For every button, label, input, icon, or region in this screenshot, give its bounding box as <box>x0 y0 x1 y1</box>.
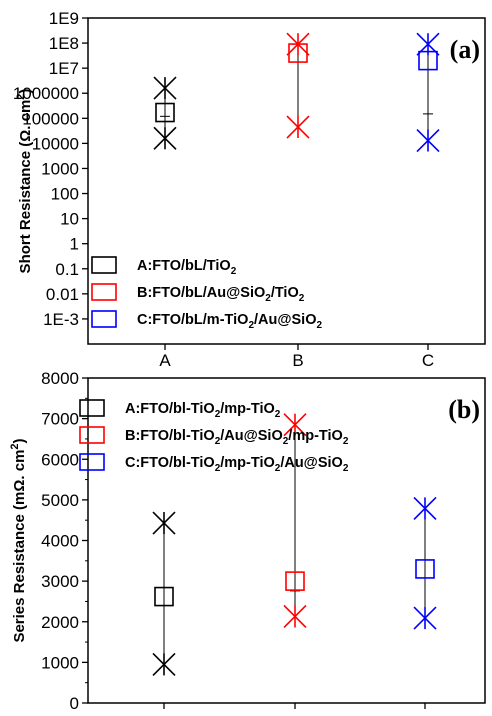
y-tick-label: 1000 <box>41 159 79 178</box>
series-C <box>416 32 440 153</box>
series-A <box>153 76 177 150</box>
y-axis-label: Short Resistance (Ω. cm2) <box>15 89 34 274</box>
y-tick-label: 1E-3 <box>43 310 79 329</box>
plot-frame <box>87 17 486 345</box>
legend-label: A:FTO/bl-TiO2/mp-TiO2 <box>125 401 281 420</box>
y-tick-label: 1 <box>70 235 79 254</box>
legend-label: B:FTO/bl-TiO2/Au@SiO2/mp-TiO2 <box>125 428 349 447</box>
mean-marker <box>415 559 435 579</box>
legend-swatch <box>91 256 117 274</box>
legend-item-C: C:FTO/bl-TiO2/mp-TiO2/Au@SiO2 <box>79 453 349 474</box>
y-tick-label: 100000 <box>22 109 79 128</box>
y-tick-label: 1000 <box>41 653 79 672</box>
legend-swatch <box>91 283 117 301</box>
mean-marker <box>418 50 438 71</box>
x-tick-label: A <box>159 351 171 370</box>
y-tick-label: 10000 <box>32 134 79 153</box>
legend-label: B:FTO/bL/Au@SiO2/TiO2 <box>137 285 305 304</box>
legend-swatch <box>79 399 105 417</box>
mean-marker <box>285 571 305 591</box>
y-tick-label: 1E9 <box>49 9 79 28</box>
y-tick-label: 3000 <box>41 572 79 591</box>
y-axis-label: Series Resistance (mΩ. cm2) <box>9 438 28 642</box>
y-tick-label: 1E8 <box>49 34 79 53</box>
y-tick-label: 5000 <box>41 491 79 510</box>
legend-item-B: B:FTO/bl-TiO2/Au@SiO2/mp-TiO2 <box>79 426 349 447</box>
chart-panel-b: 0 1000 2000 3000 4000 5000 6000 7000 8000 Series … <box>9 369 486 713</box>
legend-swatch <box>91 310 117 328</box>
x-tick-label: C <box>422 351 434 370</box>
panel-label: (a) <box>450 35 480 64</box>
y-tick-label: 8000 <box>41 369 79 388</box>
legend-item-A: A:FTO/bL/TiO2 <box>91 256 237 277</box>
mean-marker <box>155 102 175 123</box>
legend-swatch <box>79 426 105 444</box>
legend-item-C: C:FTO/bL/m-TiO2/Au@SiO2 <box>91 310 322 331</box>
legend-item-A: A:FTO/bl-TiO2/mp-TiO2 <box>79 399 281 420</box>
y-tick-label: 7000 <box>41 410 79 429</box>
y-tick-label: 0 <box>70 694 79 711</box>
legend-label: A:FTO/bL/TiO2 <box>137 258 237 277</box>
y-tick-label: 1000000 <box>13 84 79 103</box>
panel-label: (b) <box>448 395 480 424</box>
y-tick-label: 4000 <box>41 532 79 551</box>
y-tick-label: 6000 <box>41 450 79 469</box>
series-A <box>152 511 176 676</box>
mean-marker <box>288 43 308 63</box>
y-tick-label: 10 <box>60 210 79 229</box>
y-tick-label: 0.01 <box>46 285 79 304</box>
legend-label: C:FTO/bl-TiO2/mp-TiO2/Au@SiO2 <box>125 455 349 474</box>
y-tick-label: 1E7 <box>49 59 79 78</box>
legend-item-B: B:FTO/bL/Au@SiO2/TiO2 <box>91 283 305 304</box>
chart-panel-a: 1E-3 0.01 0.1 1 10 100 1000 10000 100000 1000000 1… <box>13 9 486 370</box>
legend-swatch <box>79 453 105 471</box>
series-B <box>286 32 310 139</box>
series-B <box>283 413 307 629</box>
legend-label: C:FTO/bL/m-TiO2/Au@SiO2 <box>137 312 322 331</box>
x-tick-label: B <box>292 351 303 370</box>
mean-marker <box>154 586 174 607</box>
y-tick-label: 0.1 <box>55 260 79 279</box>
y-tick-label: 2000 <box>41 613 79 632</box>
y-tick-label: 100 <box>51 185 79 204</box>
series-C <box>413 496 437 630</box>
